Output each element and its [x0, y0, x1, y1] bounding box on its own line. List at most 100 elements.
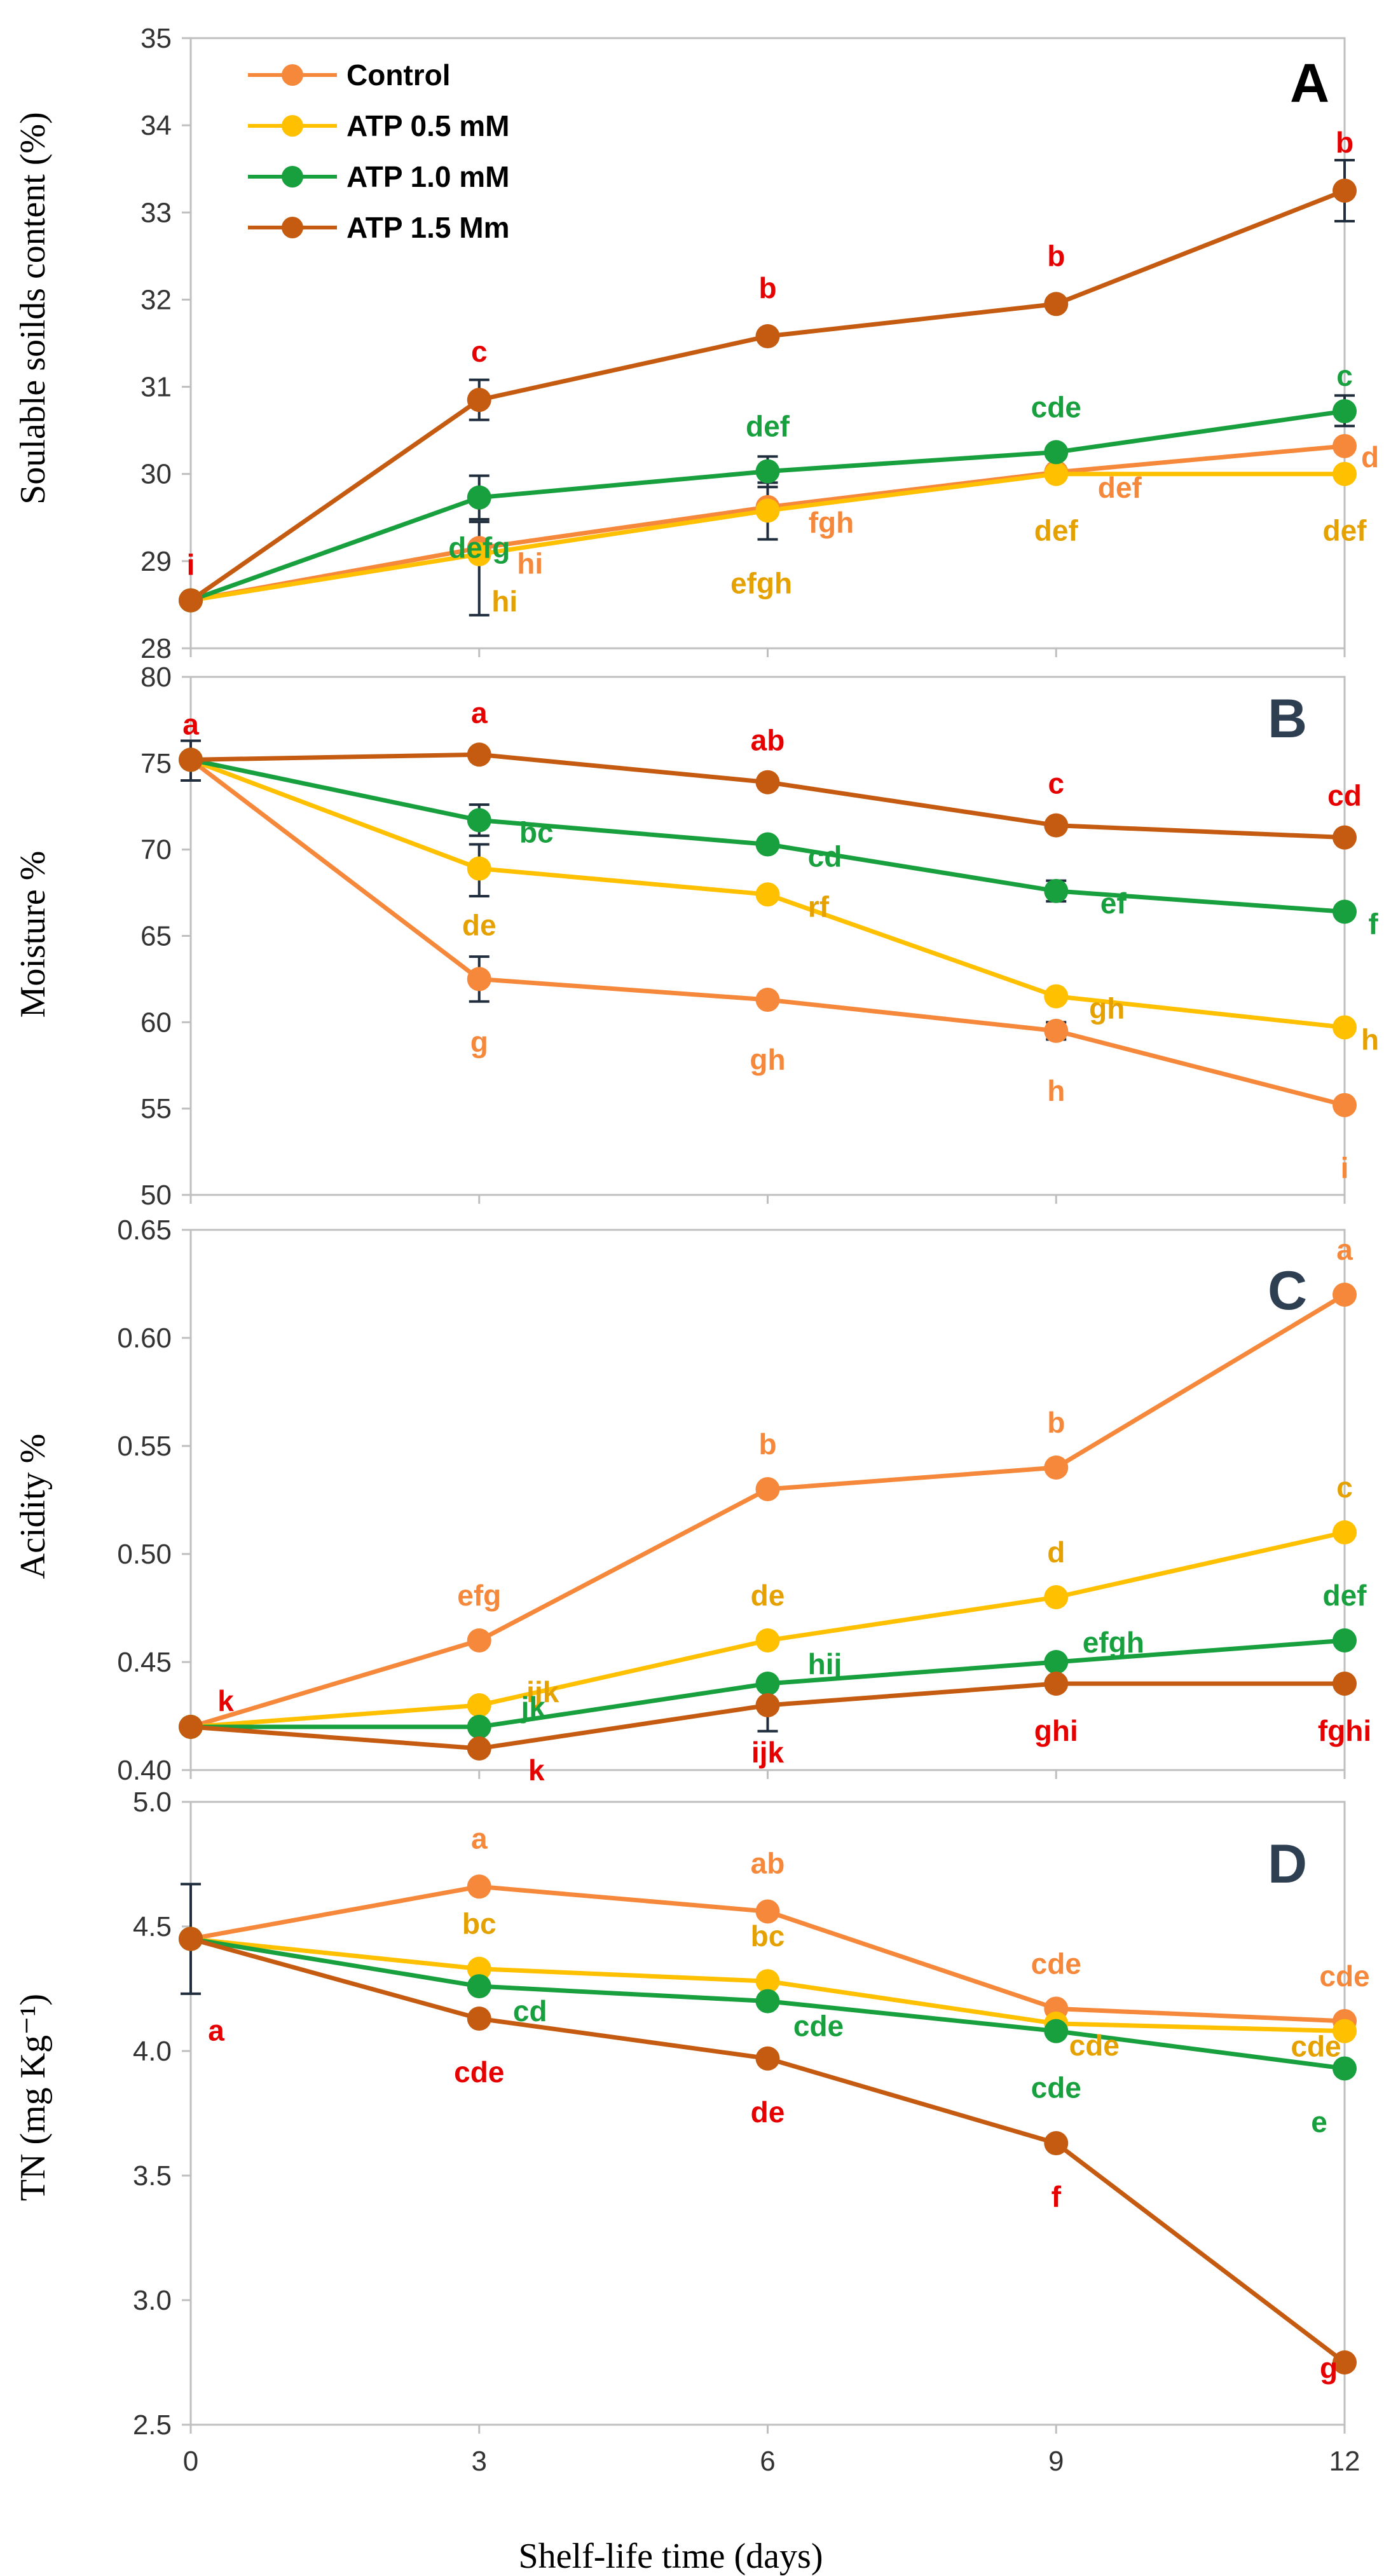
panel-b-significance-label-control: g [470, 1025, 488, 1058]
panel-b-data-point-control [467, 967, 491, 992]
panel-a-data-point-atp-1-5 [179, 588, 203, 613]
panel-a-significance-label-atp-1-5: c [471, 335, 488, 368]
panel-a-data-point-atp-1-5 [1044, 292, 1069, 317]
panel-d-data-point-atp-1-5 [1044, 2131, 1069, 2156]
panel-b-significance-label-atp-1-0: bc [519, 815, 554, 848]
panel-c-data-point-control [467, 1628, 491, 1653]
panel-b-y-tick-label: 55 [140, 1093, 172, 1124]
panel-b-significance-label-atp-0-5: rf [808, 890, 830, 923]
panel-b-significance-label-atp-1-5: c [1048, 767, 1064, 800]
panel-c-data-point-control [755, 1477, 780, 1501]
panel-c-data-point-atp-1-5 [179, 1715, 203, 1739]
panel-d-significance-label-atp-1-5: f [1052, 2180, 1062, 2213]
panel-d-data-point-atp-0-5 [467, 1956, 491, 1981]
panel-c-significance-label-origin: k [217, 1684, 234, 1717]
panel-c-data-point-atp-0-5 [467, 1693, 491, 1717]
panel-a-data-point-atp-1-0 [1044, 440, 1069, 465]
panel-b-data-point-atp-1-5 [467, 742, 491, 767]
panel-b-y-tick-label: 75 [140, 748, 172, 779]
panel-c-significance-label-atp-0-5: de [751, 1579, 785, 1612]
panel-b-significance-label-atp-0-5: gh [1089, 992, 1125, 1025]
panel-d-y-tick-label: 3.0 [133, 2285, 172, 2316]
legend-item-atp-1-0: ATP 1.0 mM [248, 160, 509, 193]
panel-a-data-point-atp-0-5 [467, 542, 491, 566]
panel-d-significance-label-control: cde [1319, 1959, 1369, 1993]
panel-a-data-point-atp-1-0 [755, 459, 780, 484]
panel-d-y-tick-label: 3.5 [133, 2160, 172, 2191]
panel-d-significance-label-atp-1-0: cd [513, 1994, 547, 2027]
y-axis-title-c: Acidity % [13, 1434, 53, 1579]
panel-a-y-tick-label: 31 [140, 372, 172, 403]
panel-a-data-point-atp-1-0 [1333, 399, 1357, 423]
panel-d-data-point-atp-0-5 [1333, 2019, 1357, 2043]
panel-d-significance-label-atp-1-5: cde [454, 2055, 504, 2089]
legend-label-atp-1-5: ATP 1.5 Mm [346, 211, 509, 244]
panel-a-data-point-control [1333, 433, 1357, 458]
panel-b-data-point-atp-0-5 [467, 856, 491, 881]
panel-b-data-point-atp-1-5 [1044, 813, 1069, 838]
panel-d-data-point-control [755, 1899, 780, 1924]
panel-d-significance-label-atp-0-5: bc [462, 1907, 497, 1940]
panel-b-data-point-atp-1-0 [755, 832, 780, 857]
panel-a-significance-label-atp-1-0: c [1336, 359, 1353, 392]
panel-d-significance-label-origin: a [208, 2014, 224, 2047]
panel-c-y-tick-label: 0.65 [117, 1215, 172, 1246]
panel-b-data-point-atp-1-0 [467, 808, 491, 833]
panel-c-data-point-atp-1-5 [755, 1693, 780, 1717]
panel-c-significance-label-atp-1-5: ghi [1034, 1714, 1078, 1747]
panel-d-significance-label-control: ab [751, 1846, 785, 1879]
panel-a-significance-label-control: hi [517, 547, 543, 580]
panel-b-data-point-control [755, 988, 780, 1012]
panel-c-significance-label-atp-1-5: ijk [751, 1736, 785, 1769]
panel-a-y-tick-label: 28 [140, 633, 172, 664]
panel-a-significance-label-atp-1-0: def [746, 410, 790, 443]
panel-d-significance-label-atp-0-5: cde [1291, 2030, 1341, 2063]
panel-b-data-point-control [1333, 1093, 1357, 1117]
x-tick-label: 12 [1329, 2446, 1360, 2477]
panel-b-y-tick-label: 50 [140, 1180, 172, 1211]
panel-b-significance-label-control: gh [750, 1043, 785, 1076]
panel-letter-b: B [1268, 688, 1307, 749]
panel-c-data-point-atp-0-5 [755, 1628, 780, 1653]
panel-b-significance-label-control: h [1047, 1074, 1065, 1107]
panel-d-y-tick-label: 4.0 [133, 2036, 172, 2067]
panel-b-y-tick-label: 65 [140, 921, 172, 952]
panel-c-significance-label-atp-1-0: def [1323, 1579, 1367, 1612]
panel-c-significance-label-atp-0-5: d [1047, 1536, 1065, 1569]
panel-c-data-point-atp-1-5 [1333, 1672, 1357, 1696]
panel-b-data-point-atp-1-5 [179, 747, 203, 772]
panel-d-data-point-atp-1-5 [755, 2046, 780, 2071]
legend-item-atp-0-5: ATP 0.5 mM [248, 109, 509, 142]
panel-b-significance-label-atp-1-5: cd [1327, 779, 1362, 812]
panel-c-significance-label-control: efg [457, 1579, 501, 1612]
panel-d-significance-label-control: a [471, 1822, 488, 1855]
panel-a-significance-label-origin: i [187, 549, 195, 582]
panel-b-significance-label-atp-0-5: h [1361, 1023, 1379, 1056]
panel-b-significance-label-atp-1-0: cd [808, 840, 842, 873]
panel-a-significance-label-atp-0-5: efgh [730, 566, 792, 599]
panel-d-significance-label-atp-1-0: e [1311, 2105, 1327, 2138]
panel-b-significance-label-atp-1-0: f [1368, 907, 1378, 940]
y-axis-title-a: Soulable soilds content (%) [13, 112, 53, 504]
panel-c-data-point-atp-1-0 [755, 1672, 780, 1696]
panel-d-y-tick-label: 4.5 [133, 1911, 172, 1942]
panel-a-y-tick-label: 33 [140, 197, 172, 228]
panel-b-significance-label-control: i [1341, 1152, 1349, 1185]
panel-c-significance-label-control: a [1336, 1233, 1353, 1266]
panel-a-data-point-atp-0-5 [755, 498, 780, 523]
panel-d-significance-label-atp-0-5: cde [1069, 2029, 1120, 2062]
panel-a-significance-label-atp-1-5: b [758, 271, 776, 304]
tick-labels-layer: 2829303132333435505560657075800.400.450.… [117, 23, 1360, 2477]
legend-item-atp-1-5: ATP 1.5 Mm [248, 211, 509, 244]
panel-c-data-point-atp-1-5 [467, 1736, 491, 1761]
panel-d-y-tick-label: 2.5 [133, 2409, 172, 2441]
panel-a-y-tick-label: 30 [140, 459, 172, 490]
panel-c-data-point-control [1333, 1283, 1357, 1307]
panel-b-data-point-atp-0-5 [755, 882, 780, 907]
panel-a-significance-label-control: fgh [809, 506, 854, 539]
legend-label-control: Control [346, 58, 451, 92]
panel-c-significance-label-atp-1-0: efgh [1083, 1626, 1144, 1659]
panel-a-data-point-atp-1-0 [467, 485, 491, 510]
x-tick-label: 6 [760, 2446, 775, 2477]
